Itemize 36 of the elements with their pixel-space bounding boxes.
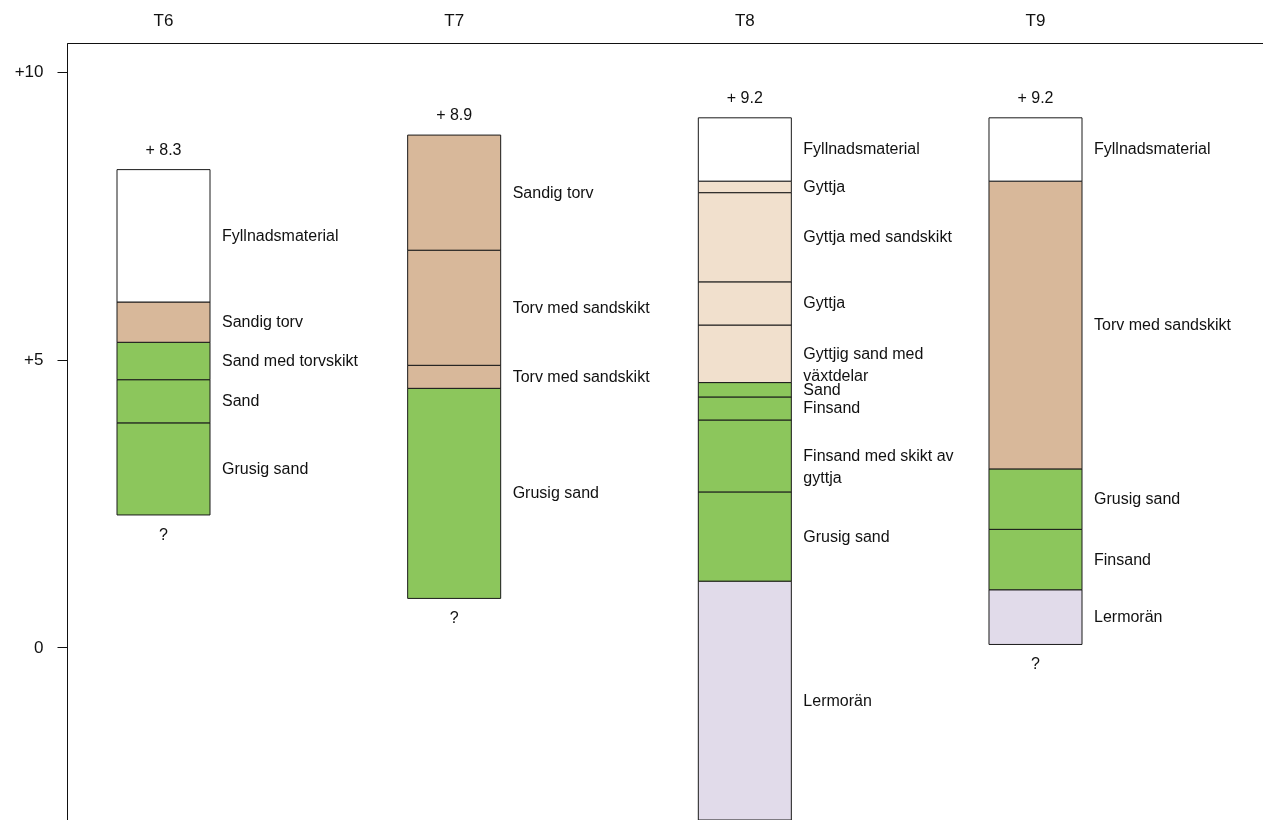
- annotation: Grusig sand: [803, 527, 890, 545]
- annotation: Gyttja med sandskikt: [803, 228, 953, 246]
- annotation: Sandig torv: [512, 183, 594, 201]
- x-tick-label: T9: [1025, 10, 1046, 30]
- y-tick-label: 0: [34, 637, 44, 657]
- annotation: Grusig sand: [1094, 490, 1181, 508]
- annotation: Torv med sandskikt: [512, 298, 651, 316]
- annotation: Lermorän: [1094, 608, 1163, 626]
- annotation: Lermorän: [803, 691, 872, 709]
- annotation: Gyttja: [803, 177, 846, 195]
- annotation: Grusig sand: [512, 484, 599, 502]
- annotation: Torv med sandskikt: [1094, 316, 1232, 334]
- annotation: + 8.3: [145, 140, 182, 158]
- annotation: Fyllnadsmaterial: [1094, 140, 1211, 158]
- x-tick-label: T7: [444, 10, 465, 30]
- annotation: + 9.2: [1017, 88, 1054, 106]
- annotation: Grusig sand: [222, 459, 309, 477]
- annotation: Gyttja: [803, 294, 846, 312]
- annotation: ?: [449, 609, 459, 627]
- annotation: Finsand: [803, 399, 861, 417]
- y-tick-label: +5: [24, 350, 44, 370]
- annotation: Sandig torv: [222, 313, 303, 331]
- annotation: Sand med torvskikt: [222, 351, 359, 369]
- x-tick-label: T8: [734, 10, 755, 30]
- y-tick-label: +10: [14, 62, 44, 82]
- annotation: Sand: [222, 392, 260, 410]
- annotation: Torv med sandskikt: [512, 367, 651, 385]
- annotation: + 8.9: [436, 106, 473, 124]
- annotation: Fyllnadsmaterial: [222, 226, 339, 244]
- annotation: Fyllnadsmaterial: [803, 140, 920, 158]
- annotation: ?: [1031, 655, 1041, 673]
- annotation: + 9.2: [726, 88, 763, 106]
- annotation: Finsand med skikt av gyttja: [803, 446, 954, 486]
- x-tick-label: T6: [153, 10, 174, 30]
- annotation: ?: [159, 525, 169, 543]
- annotation: Finsand: [1094, 550, 1151, 568]
